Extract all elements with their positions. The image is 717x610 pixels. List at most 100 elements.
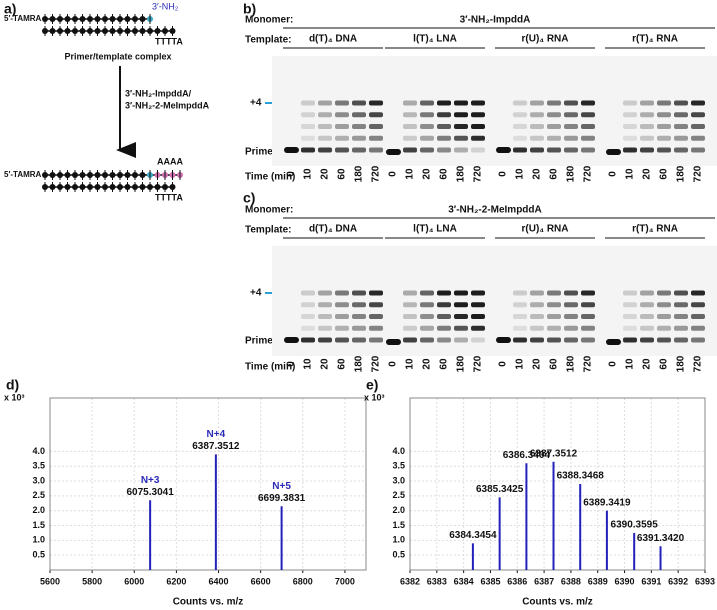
y-tick-label: 2.0 <box>392 505 405 515</box>
band <box>530 302 544 308</box>
time: 180 <box>354 165 365 182</box>
band <box>513 100 527 106</box>
time: 60 <box>549 358 560 370</box>
band <box>335 337 349 343</box>
band <box>352 302 366 308</box>
x-tick-label: 7000 <box>335 576 355 586</box>
band <box>318 124 332 129</box>
band <box>420 112 434 118</box>
band <box>386 339 401 345</box>
reagent: 3′-NH₂-ImpddA/ <box>125 88 192 98</box>
band <box>581 302 595 308</box>
band <box>301 290 315 296</box>
band <box>640 100 654 106</box>
band <box>640 147 654 153</box>
band <box>420 325 434 331</box>
time: 0 <box>286 171 297 177</box>
band <box>513 147 527 153</box>
band <box>564 124 578 129</box>
band <box>454 290 468 296</box>
band <box>674 325 688 331</box>
time: 0 <box>286 361 297 367</box>
band <box>564 302 578 308</box>
band <box>657 124 671 129</box>
x-tick-label: 6387 <box>534 576 554 586</box>
time: 180 <box>566 355 577 372</box>
monomer-label: Monomer: <box>245 15 293 26</box>
template-label: TTTTA <box>155 192 183 202</box>
peak-annotation: N+5 <box>272 481 291 492</box>
band <box>437 147 451 153</box>
band <box>640 124 654 129</box>
time: 720 <box>473 355 484 372</box>
reagent: 3′-NH₂-2-MeImpddA <box>125 100 210 110</box>
plot-frame <box>49 397 367 571</box>
band <box>352 290 366 296</box>
band <box>691 124 705 129</box>
panel-label: a) <box>4 1 16 17</box>
band <box>369 124 383 129</box>
band <box>513 290 527 296</box>
band <box>420 337 434 343</box>
band <box>318 325 332 331</box>
band <box>386 149 401 155</box>
y-tick-label: 4.0 <box>392 446 405 456</box>
band <box>547 100 561 106</box>
band <box>403 302 417 308</box>
x-tick-label: 6391 <box>641 576 661 586</box>
band <box>640 314 654 319</box>
band <box>318 135 332 141</box>
y-tick-label: 2.5 <box>392 490 405 500</box>
time: 60 <box>337 168 348 180</box>
band <box>581 314 595 319</box>
band <box>623 112 637 118</box>
primer-label: Primer <box>245 147 277 158</box>
band <box>454 112 468 118</box>
band <box>547 124 561 129</box>
band <box>623 314 637 319</box>
band <box>301 147 315 153</box>
x-tick-label: 6393 <box>695 576 715 586</box>
x-tick-label: 6400 <box>209 576 229 586</box>
time: 20 <box>320 168 331 180</box>
y-tick-label: 3.0 <box>32 475 45 485</box>
y-tick-label: 1.0 <box>32 535 45 545</box>
band <box>530 325 544 331</box>
band <box>335 314 349 319</box>
band <box>437 302 451 308</box>
y-tick-label: 2.5 <box>32 490 45 500</box>
time: 180 <box>676 165 687 182</box>
peak-annotation: N+3 <box>141 475 160 486</box>
band <box>454 135 468 141</box>
band <box>674 124 688 129</box>
band <box>352 325 366 331</box>
y-tick-label: 1.5 <box>32 520 45 530</box>
y-tick-label: 3.0 <box>392 475 405 485</box>
time: 20 <box>532 358 543 370</box>
time: 720 <box>583 165 594 182</box>
band <box>301 112 315 118</box>
band <box>513 302 527 308</box>
band <box>454 337 468 343</box>
time-label: Time (min) <box>245 362 295 373</box>
band <box>437 325 451 331</box>
band <box>369 314 383 319</box>
band <box>581 135 595 141</box>
x-tick-label: 6382 <box>400 576 420 586</box>
time: 10 <box>405 358 416 370</box>
x-axis-label: Counts vs. m/z <box>173 597 244 608</box>
band <box>420 314 434 319</box>
band <box>437 100 451 106</box>
time: 60 <box>439 168 450 180</box>
band <box>403 124 417 129</box>
band <box>369 112 383 118</box>
band <box>691 314 705 319</box>
band <box>657 147 671 153</box>
plot-frame <box>409 397 706 571</box>
band <box>352 112 366 118</box>
band <box>471 337 485 343</box>
time: 20 <box>320 358 331 370</box>
band <box>471 314 485 319</box>
time: 10 <box>405 168 416 180</box>
band <box>471 124 485 129</box>
